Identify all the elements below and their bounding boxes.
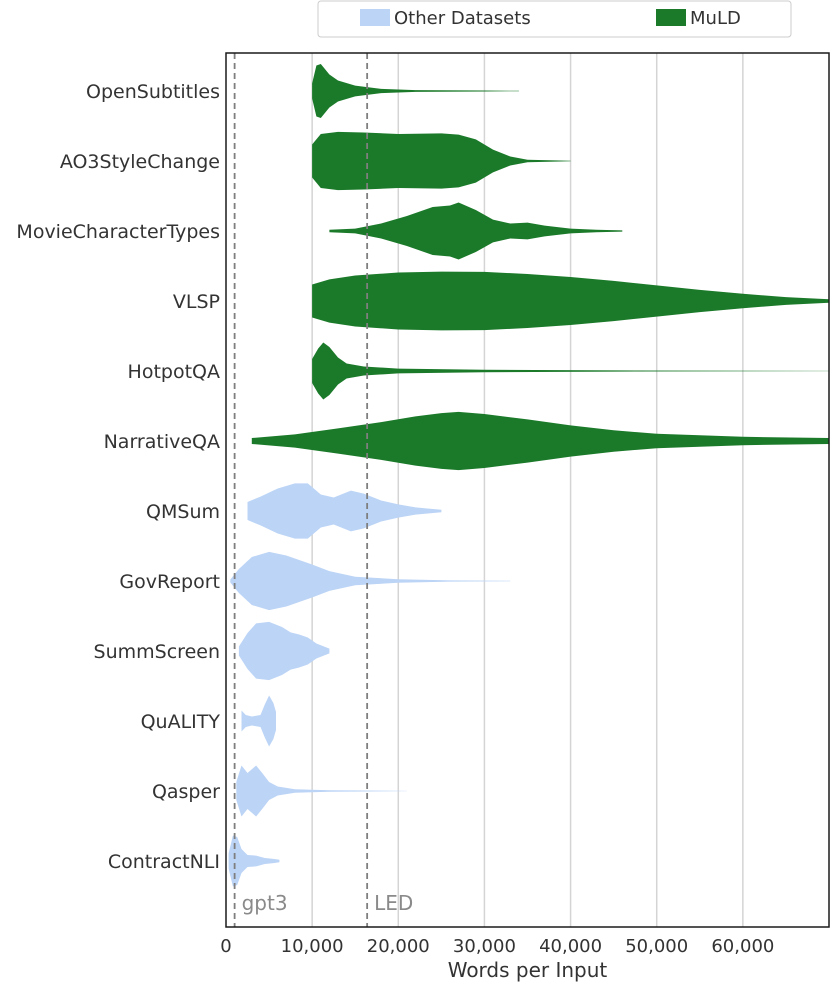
y-tick-label-quality: QuALITY — [141, 711, 221, 733]
violin-qmsum — [247, 483, 442, 539]
y-tick-label-narrativeqa: NarrativeQA — [104, 431, 220, 453]
legend: Other Datasets MuLD — [317, 0, 792, 38]
y-tick-label-qmsum: QMSum — [146, 501, 220, 523]
violin-hotpotqa — [312, 342, 830, 400]
y-tick-label-govreport: GovReport — [119, 571, 220, 593]
y-tick-label-contractnli: ContractNLI — [108, 851, 220, 873]
x-tick-label: 30,000 — [453, 936, 516, 957]
y-tick-label-opensubtitles: OpenSubtitles — [86, 81, 220, 103]
violin-contractnli — [228, 835, 280, 887]
violin-vlsp — [312, 271, 830, 331]
y-tick-label-summscreen: SummScreen — [94, 641, 220, 663]
violin-govreport — [230, 551, 511, 611]
legend-swatch-muld — [656, 9, 686, 26]
x-tick-label: 60,000 — [711, 936, 774, 957]
violins — [228, 64, 830, 887]
y-tick-labels: OpenSubtitles AO3StyleChange MovieCharacte… — [16, 81, 220, 873]
ref-label-gpt3: gpt3 — [242, 891, 288, 915]
violin-moviecharactertypes — [329, 202, 623, 260]
violin-opensubtitles — [312, 64, 519, 118]
ref-label-led: LED — [374, 891, 413, 915]
x-tick-label: 50,000 — [625, 936, 688, 957]
violin-ao3stylechange — [312, 131, 571, 191]
violin-qasper — [236, 765, 407, 817]
violin-narrativeqa — [251, 411, 830, 471]
y-tick-label-moviecharactertypes: MovieCharacterTypes — [16, 221, 220, 243]
x-axis-label: Words per Input — [448, 958, 608, 982]
y-tick-label-vlsp: VLSP — [173, 291, 220, 313]
grid-lines — [311, 53, 744, 927]
x-tick-labels: 0 10,000 20,000 30,000 40,000 50,000 60,000 — [220, 936, 774, 957]
x-tick-label: 0 — [220, 936, 231, 957]
legend-label-muld: MuLD — [690, 8, 741, 29]
y-tick-label-ao3stylechange: AO3StyleChange — [60, 151, 220, 173]
plot-frame — [225, 52, 830, 928]
violin-summscreen — [238, 621, 330, 681]
y-tick-label-hotpotqa: HotpotQA — [128, 361, 220, 383]
x-tick-label: 40,000 — [539, 936, 602, 957]
legend-label-other-datasets: Other Datasets — [394, 8, 531, 29]
y-tick-label-qasper: Qasper — [152, 781, 220, 803]
legend-swatch-other-datasets — [360, 9, 390, 26]
violin-quality — [241, 695, 276, 747]
reference-lines: gpt3 LED — [233, 53, 413, 927]
x-tick-label: 10,000 — [281, 936, 344, 957]
x-tick-label: 20,000 — [367, 936, 430, 957]
